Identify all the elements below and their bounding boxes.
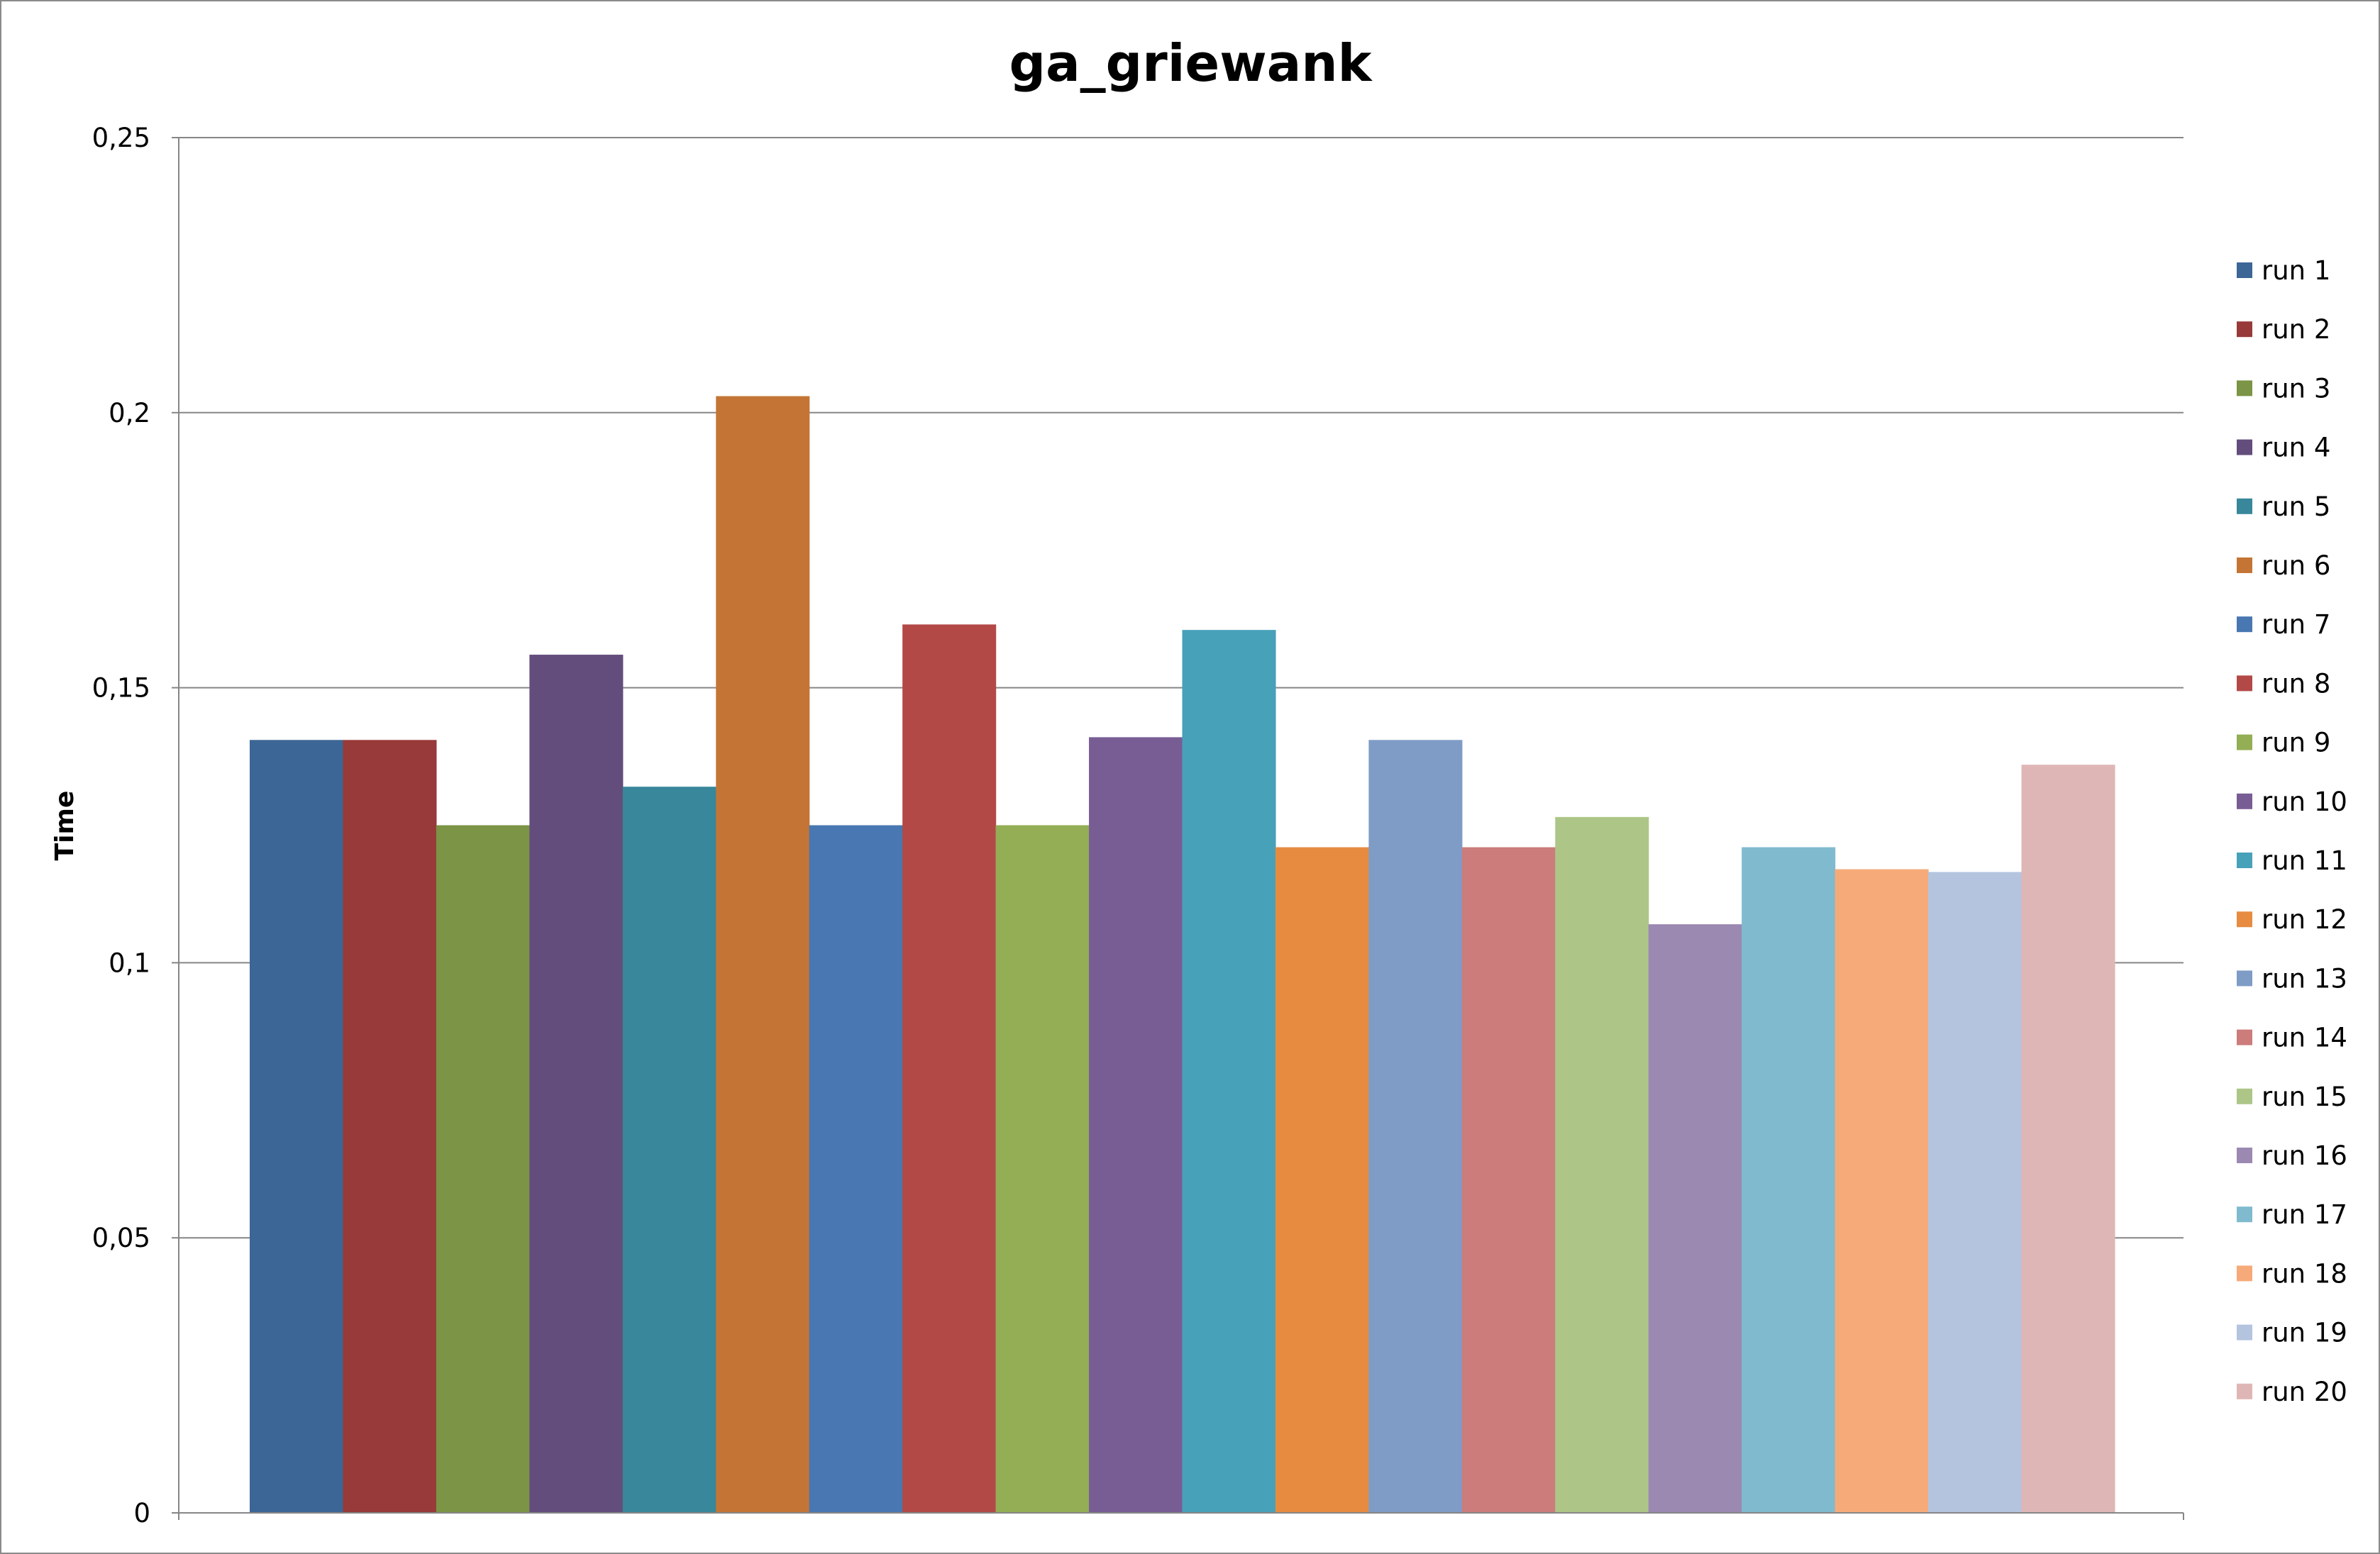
y-tick-labels: 0 0,05 0,1 0,15 0,2 0,25 <box>92 123 150 1528</box>
legend-item-run-5: run 5 <box>2237 492 2330 522</box>
bar-run-2 <box>343 740 437 1513</box>
bar-run-17 <box>1742 847 1836 1513</box>
legend-label: run 17 <box>2262 1199 2347 1230</box>
legend-label: run 20 <box>2262 1377 2347 1407</box>
legend-swatch <box>2237 734 2252 750</box>
legend-swatch <box>2237 675 2252 692</box>
legend-item-run-16: run 16 <box>2237 1140 2347 1171</box>
bars <box>250 396 2115 1514</box>
legend-item-run-19: run 19 <box>2237 1318 2347 1348</box>
legend-swatch <box>2237 911 2252 928</box>
legend-swatch <box>2237 1265 2252 1282</box>
legend-item-run-15: run 15 <box>2237 1082 2347 1112</box>
legend-label: run 4 <box>2262 433 2330 463</box>
y-tick-label-4: 0,2 <box>109 398 150 428</box>
legend-swatch <box>2237 793 2252 809</box>
legend-label: run 3 <box>2262 373 2330 404</box>
legend-swatch <box>2237 439 2252 455</box>
bar-run-10 <box>1089 737 1183 1513</box>
legend-label: run 10 <box>2262 787 2347 817</box>
bar-run-9 <box>995 825 1090 1513</box>
legend-item-run-2: run 2 <box>2237 314 2330 345</box>
bar-run-15 <box>1555 816 1649 1513</box>
legend-swatch <box>2237 498 2252 514</box>
legend-item-run-6: run 6 <box>2237 550 2330 581</box>
legend-item-run-7: run 7 <box>2237 609 2330 640</box>
legend-item-run-17: run 17 <box>2237 1199 2347 1230</box>
bar-run-12 <box>1275 847 1369 1513</box>
legend-swatch <box>2237 380 2252 396</box>
legend-label: run 7 <box>2262 609 2330 640</box>
y-tick-label-5: 0,25 <box>92 123 150 153</box>
legend-label: run 1 <box>2262 255 2330 286</box>
legend-swatch <box>2237 1206 2252 1223</box>
bar-run-6 <box>716 396 810 1513</box>
bar-run-18 <box>1834 869 1929 1513</box>
y-tick-label-0: 0 <box>133 1498 150 1528</box>
bar-run-4 <box>529 655 624 1514</box>
legend-swatch <box>2237 1088 2252 1104</box>
bar-run-8 <box>902 624 997 1513</box>
legend-label: run 18 <box>2262 1258 2347 1289</box>
legend-label: run 9 <box>2262 728 2330 758</box>
legend-item-run-20: run 20 <box>2237 1377 2347 1407</box>
legend-label: run 14 <box>2262 1023 2347 1053</box>
y-axis-title: Time <box>50 791 79 861</box>
legend-item-run-14: run 14 <box>2237 1023 2347 1053</box>
bar-run-5 <box>622 787 716 1513</box>
legend-swatch <box>2237 853 2252 868</box>
legend-swatch <box>2237 970 2252 987</box>
legend-swatch <box>2237 1383 2252 1399</box>
bar-run-11 <box>1182 630 1276 1513</box>
y-tick-label-3: 0,15 <box>92 673 150 704</box>
y-tick-label-1: 0,05 <box>92 1223 150 1253</box>
legend-label: run 5 <box>2262 492 2330 522</box>
legend-item-run-13: run 13 <box>2237 963 2347 994</box>
legend-swatch <box>2237 262 2252 278</box>
legend: run 1 run 2 run 3 run 4 run 5 run 6 run 7 run 8… <box>2237 255 2347 1407</box>
legend-item-run-18: run 18 <box>2237 1258 2347 1289</box>
legend-swatch <box>2237 1148 2252 1163</box>
legend-item-run-4: run 4 <box>2237 433 2330 463</box>
legend-label: run 11 <box>2262 845 2347 876</box>
legend-item-run-10: run 10 <box>2237 787 2347 817</box>
bar-run-16 <box>1648 924 1742 1513</box>
legend-label: run 8 <box>2262 668 2330 699</box>
bar-run-13 <box>1368 740 1463 1513</box>
bar-run-1 <box>250 740 344 1513</box>
legend-item-run-11: run 11 <box>2237 845 2347 876</box>
bar-run-3 <box>436 825 530 1513</box>
legend-item-run-3: run 3 <box>2237 373 2330 404</box>
legend-label: run 15 <box>2262 1082 2347 1112</box>
axes <box>172 137 2184 1520</box>
legend-item-run-9: run 9 <box>2237 728 2330 758</box>
y-tick-label-2: 0,1 <box>109 948 150 978</box>
legend-item-run-8: run 8 <box>2237 668 2330 699</box>
legend-swatch <box>2237 1029 2252 1045</box>
chart-title: ga_griewank <box>1009 33 1373 93</box>
legend-item-run-1: run 1 <box>2237 255 2330 286</box>
legend-item-run-12: run 12 <box>2237 904 2347 935</box>
bar-run-19 <box>1928 872 2022 1513</box>
bar-run-14 <box>1461 847 1556 1513</box>
legend-label: run 2 <box>2262 314 2330 345</box>
legend-label: run 13 <box>2262 963 2347 994</box>
legend-label: run 6 <box>2262 550 2330 581</box>
legend-label: run 19 <box>2262 1318 2347 1348</box>
legend-swatch <box>2237 1324 2252 1341</box>
legend-label: run 16 <box>2262 1140 2347 1171</box>
legend-swatch <box>2237 616 2252 633</box>
legend-swatch <box>2237 321 2252 338</box>
legend-swatch <box>2237 557 2252 573</box>
bar-run-7 <box>809 825 903 1513</box>
bar-run-20 <box>2021 765 2115 1513</box>
legend-label: run 12 <box>2262 904 2347 935</box>
